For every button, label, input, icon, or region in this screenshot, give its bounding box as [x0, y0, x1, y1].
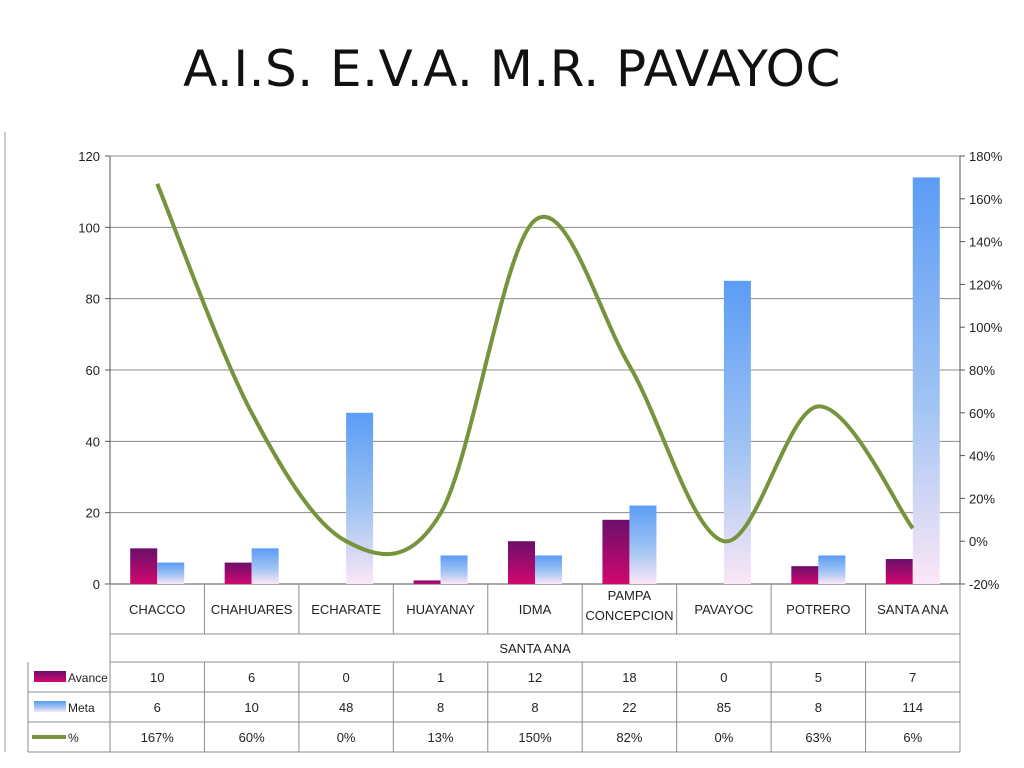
y-right-tick-label: 100%	[969, 320, 1003, 335]
y-right-tick-label: 140%	[969, 235, 1003, 250]
series-line-percent	[155, 183, 915, 557]
bar-avance	[224, 562, 252, 584]
bar-meta	[440, 555, 468, 584]
data-label: 5	[815, 670, 822, 685]
data-label: 13%	[428, 730, 454, 745]
bar-meta	[251, 548, 279, 584]
data-label: 0%	[714, 730, 733, 745]
category-label: ECHARATE	[311, 602, 381, 617]
bar-avance	[413, 580, 441, 584]
data-label: 6	[154, 700, 161, 715]
y-right-tick-label: 120%	[969, 277, 1003, 292]
bar-avance	[508, 541, 535, 584]
bar-meta	[535, 555, 562, 584]
data-label: 22	[622, 700, 636, 715]
legend-label: %	[68, 731, 79, 745]
legend-key-avance	[34, 671, 66, 682]
category-label: CHACCO	[129, 602, 185, 617]
data-label: 1	[437, 670, 444, 685]
slide-title: A.I.S. E.V.A. M.R. PAVAYOC	[183, 40, 841, 98]
y-right-tick-label: 40%	[969, 449, 995, 464]
data-label: 114	[902, 700, 923, 715]
category-label: HUAYANAY	[406, 602, 475, 617]
data-label: 6%	[903, 730, 922, 745]
bar-meta	[723, 280, 751, 584]
y-right-tick-label: 160%	[969, 192, 1003, 207]
y-left-tick-label: 100	[78, 220, 100, 235]
bar-meta	[629, 505, 657, 584]
data-label: 63%	[805, 730, 831, 745]
data-label: 18	[622, 670, 636, 685]
y-left-tick-label: 40	[86, 434, 100, 449]
legend-label: Meta	[68, 701, 95, 715]
bar-avance	[602, 519, 630, 584]
bar-avance	[791, 566, 819, 584]
category-label: PAMPA CONCEPCION	[585, 588, 673, 623]
data-label: 150%	[518, 730, 552, 745]
data-label: 0%	[337, 730, 356, 745]
data-label: 8	[531, 700, 538, 715]
category-label: PAVAYOC	[694, 602, 753, 617]
bar-meta	[157, 562, 185, 584]
data-label: 85	[717, 700, 731, 715]
data-label: 0	[720, 670, 727, 685]
data-label: 8	[815, 700, 822, 715]
data-label: 12	[528, 670, 542, 685]
y-left-tick-label: 20	[86, 506, 100, 521]
bar-avance	[130, 548, 158, 584]
y-left-tick-label: 60	[86, 363, 100, 378]
category-label: POTRERO	[786, 602, 850, 617]
y-left-tick-label: 80	[86, 292, 100, 307]
data-label: 167%	[141, 730, 175, 745]
legend-key-meta	[34, 701, 66, 712]
bar-meta	[346, 412, 374, 584]
bar-avance	[885, 559, 913, 584]
category-label: IDMA	[519, 602, 552, 617]
data-label: 48	[339, 700, 353, 715]
category-label: SANTA ANA	[877, 602, 949, 617]
y-right-tick-label: 20%	[969, 491, 995, 506]
data-label: 7	[909, 670, 916, 685]
category-group-label: SANTA ANA	[499, 641, 571, 656]
y-right-tick-label: -20%	[969, 577, 1000, 592]
y-right-tick-label: 60%	[969, 406, 995, 421]
bar-meta	[912, 177, 940, 584]
data-label: 60%	[239, 730, 265, 745]
y-right-tick-label: 80%	[969, 363, 995, 378]
bar-meta	[818, 555, 846, 584]
y-right-tick-label: 180%	[969, 149, 1003, 164]
data-label: 6	[248, 670, 255, 685]
data-label: 10	[244, 700, 258, 715]
data-label: 82%	[616, 730, 642, 745]
y-left-tick-label: 120	[78, 149, 100, 164]
y-right-tick-label: 0%	[969, 534, 988, 549]
data-label: 8	[437, 700, 444, 715]
data-label: 0	[342, 670, 349, 685]
data-label: 10	[150, 670, 164, 685]
y-left-tick-label: 0	[93, 577, 100, 592]
legend-label: Avance	[68, 671, 108, 685]
category-label: CHAHUARES	[211, 602, 293, 617]
